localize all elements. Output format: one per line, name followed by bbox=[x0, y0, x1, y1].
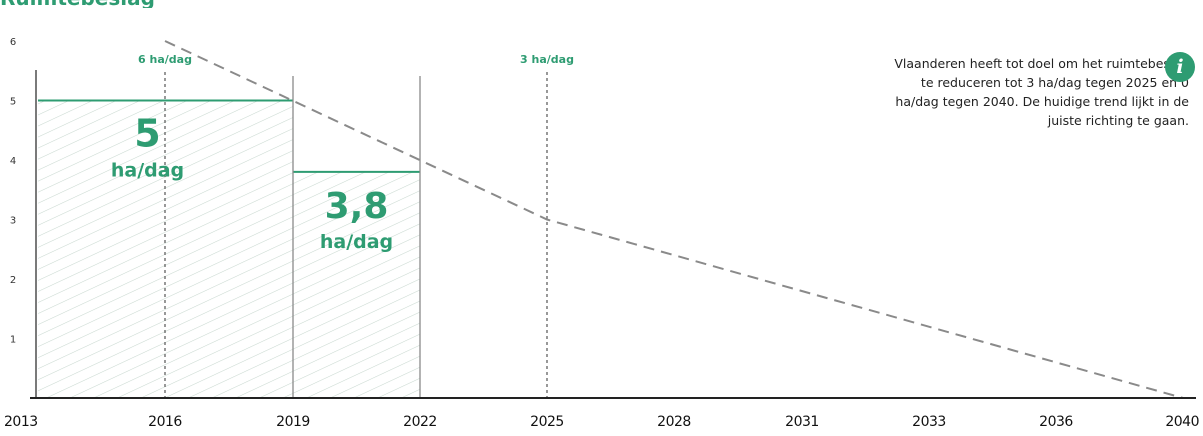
x-tick-label-2016: 2016 bbox=[148, 414, 182, 430]
page-header: Ruimtebeslag bbox=[0, 0, 300, 8]
y-tick-label-6: 6 bbox=[10, 37, 16, 48]
period-value-label-0: 5 bbox=[134, 112, 160, 156]
marker-label-0: 6 ha/dag bbox=[138, 53, 192, 66]
x-tick-label-2031: 2031 bbox=[785, 414, 819, 430]
marker-label-1: 3 ha/dag bbox=[520, 53, 574, 66]
y-tick-label-3: 3 bbox=[10, 216, 16, 227]
x-tick-label-2025: 2025 bbox=[530, 414, 564, 430]
info-icon: i bbox=[1165, 52, 1195, 82]
period-area-1 bbox=[293, 171, 420, 398]
x-tick-label-2028: 2028 bbox=[657, 414, 691, 430]
x-tick-label-2013: 2013 bbox=[4, 414, 38, 430]
x-tick-label-2040: 2040 bbox=[1165, 414, 1199, 430]
x-tick-label-2022: 2022 bbox=[403, 414, 437, 430]
x-tick-label-2036: 2036 bbox=[1039, 414, 1073, 430]
info-note: i Vlaanderen heeft tot doel om het ruimt… bbox=[889, 52, 1195, 130]
y-tick-label-2: 2 bbox=[10, 275, 16, 286]
y-tick-label-4: 4 bbox=[10, 156, 16, 167]
x-tick-label-2033: 2033 bbox=[912, 414, 946, 430]
x-tick-label-2019: 2019 bbox=[276, 414, 310, 430]
period-unit-label-0: ha/dag bbox=[111, 160, 184, 182]
period-value-label-1: 3,8 bbox=[325, 186, 389, 227]
period-unit-label-1: ha/dag bbox=[320, 231, 393, 253]
info-text: Vlaanderen heeft tot doel om het ruimteb… bbox=[894, 56, 1189, 128]
target-trend-line bbox=[164, 40, 1184, 399]
y-tick-label-1: 1 bbox=[10, 335, 16, 346]
y-tick-label-5: 5 bbox=[10, 97, 16, 108]
